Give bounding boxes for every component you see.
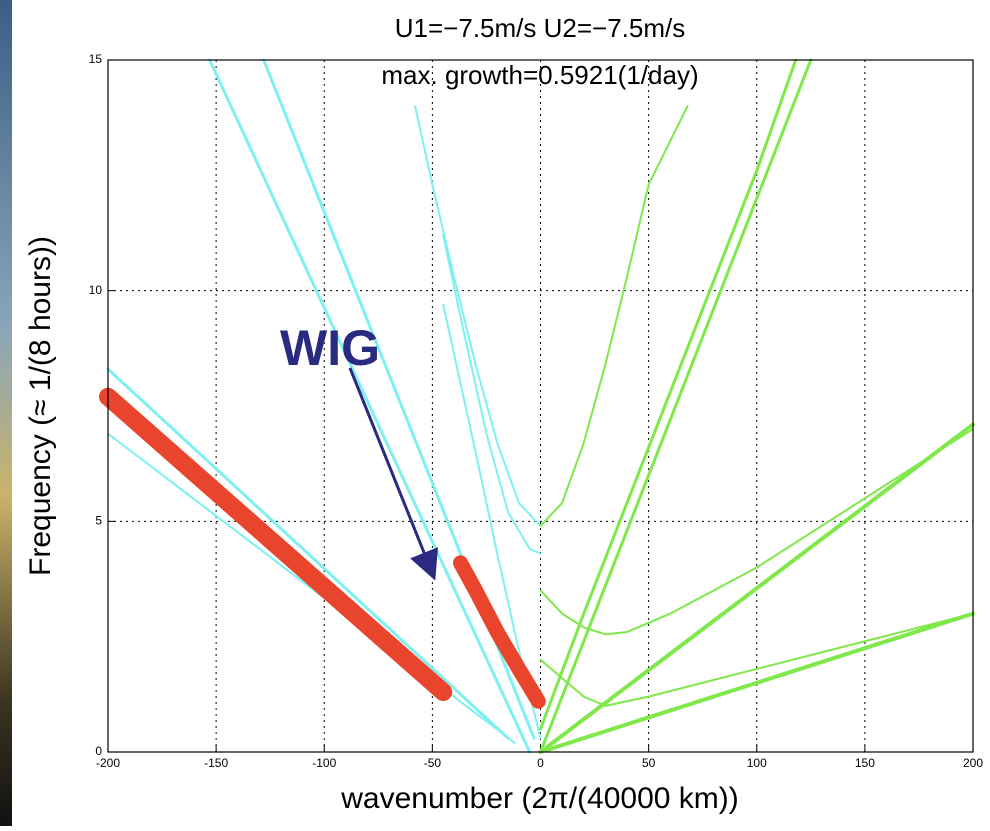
annotation: WIG <box>280 320 380 376</box>
line-series <box>208 58 532 754</box>
line-series <box>538 611 975 754</box>
x-tick-label: 100 <box>747 756 767 770</box>
y-tick-label: 0 <box>95 744 102 758</box>
y-tick-label: 5 <box>95 514 102 528</box>
y-tick-label: 10 <box>89 283 103 297</box>
chart-subtitle: max. growth=0.5921(1/day) <box>381 60 698 90</box>
line-series <box>414 105 542 527</box>
x-tick-label: -200 <box>96 756 120 770</box>
line-series <box>99 387 453 702</box>
line-series <box>539 58 798 731</box>
plot-frame <box>107 59 974 753</box>
x-tick-label: 0 <box>537 756 544 770</box>
x-tick-label: 200 <box>963 756 983 770</box>
x-tick-label: -50 <box>424 756 442 770</box>
line-series <box>452 555 546 709</box>
chart-title: U1=−7.5m/s U2=−7.5m/s <box>395 13 685 43</box>
x-tick-label: -150 <box>204 756 228 770</box>
x-axis-label: wavenumber (2π/(40000 km)) <box>340 782 739 815</box>
line-series <box>442 234 542 555</box>
line-series <box>539 612 974 707</box>
line-series <box>539 428 974 636</box>
annotation-arrow <box>348 367 438 581</box>
x-tick-label: -100 <box>312 756 336 770</box>
y-tick-label: 15 <box>89 52 103 66</box>
line-series <box>538 422 975 754</box>
x-tick-label: 50 <box>642 756 656 770</box>
background-strip <box>0 0 12 826</box>
line-series <box>539 105 689 527</box>
line-series <box>539 58 813 754</box>
y-axis-label: Frequency (≈ 1/(8 hours)) <box>24 236 57 576</box>
x-tick-label: 150 <box>855 756 875 770</box>
line-series <box>106 367 510 740</box>
